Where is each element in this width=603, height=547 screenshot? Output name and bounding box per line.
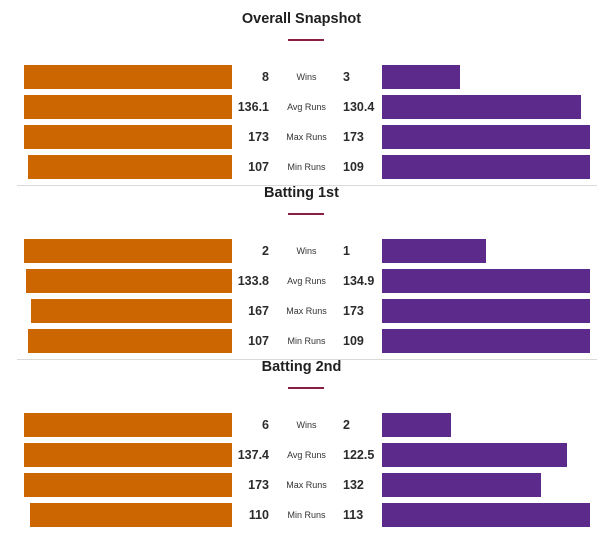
right-bar <box>382 413 452 437</box>
left-value: 107 <box>248 160 269 174</box>
stat-label: Wins <box>296 420 317 430</box>
left-value: 167 <box>248 304 269 318</box>
stat-label: Min Runs <box>287 336 326 346</box>
stat-row-max-runs: 173 Max Runs 132 <box>0 473 603 497</box>
left-value: 136.1 <box>237 100 269 114</box>
right-value: 109 <box>343 160 364 174</box>
left-bar <box>24 95 232 119</box>
right-bar <box>382 503 590 527</box>
right-bar <box>382 155 590 179</box>
stat-label: Wins <box>296 246 317 256</box>
stat-label: Min Runs <box>287 162 326 172</box>
left-value: 6 <box>262 418 269 432</box>
right-value: 1 <box>343 244 350 258</box>
left-bar <box>29 503 232 527</box>
left-value: 173 <box>248 130 269 144</box>
stat-row-avg-runs: 137.4 Avg Runs 122.5 <box>0 443 603 467</box>
right-value: 173 <box>343 130 364 144</box>
left-bar <box>24 473 232 497</box>
right-bar <box>382 95 582 119</box>
right-value: 122.5 <box>343 448 375 462</box>
left-bar <box>24 125 232 149</box>
section-overall-snapshot: Overall Snapshot 8 Wins 3 136.1 Avg Runs 130.4… <box>0 0 603 179</box>
title-underline <box>288 387 324 389</box>
left-value: 8 <box>262 70 269 84</box>
right-bar <box>382 329 590 353</box>
section-title: Batting 1st <box>264 185 339 201</box>
left-bar <box>24 413 232 437</box>
right-value: 134.9 <box>343 274 375 288</box>
stat-row-min-runs: 110 Min Runs 113 <box>0 503 603 527</box>
section-divider <box>17 359 597 360</box>
right-value: 130.4 <box>343 100 375 114</box>
left-bar <box>31 299 232 323</box>
left-bar <box>25 269 232 293</box>
stat-row-wins: 6 Wins 2 <box>0 413 603 437</box>
stat-label: Wins <box>296 72 317 82</box>
left-value: 133.8 <box>237 274 269 288</box>
left-value: 110 <box>248 508 269 522</box>
left-value: 173 <box>248 478 269 492</box>
stat-label: Max Runs <box>286 132 327 142</box>
stat-label: Avg Runs <box>287 276 326 286</box>
title-underline <box>288 39 324 41</box>
left-value: 2 <box>262 244 269 258</box>
stat-row-wins: 2 Wins 1 <box>0 239 603 263</box>
right-bar <box>382 443 568 467</box>
right-value: 3 <box>343 70 350 84</box>
stat-label: Avg Runs <box>287 102 326 112</box>
stat-row-max-runs: 167 Max Runs 173 <box>0 299 603 323</box>
stat-row-min-runs: 107 Min Runs 109 <box>0 155 603 179</box>
left-value: 137.4 <box>237 448 269 462</box>
left-bar <box>24 65 232 89</box>
right-value: 132 <box>343 478 364 492</box>
right-bar <box>382 125 590 149</box>
right-bar <box>382 239 486 263</box>
section-divider <box>17 185 597 186</box>
right-value: 173 <box>343 304 364 318</box>
stat-label: Min Runs <box>287 510 326 520</box>
stat-label: Max Runs <box>286 480 327 490</box>
stat-row-min-runs: 107 Min Runs 109 <box>0 329 603 353</box>
right-value: 2 <box>343 418 350 432</box>
right-bar <box>382 299 590 323</box>
right-bar <box>382 269 590 293</box>
stat-row-max-runs: 173 Max Runs 173 <box>0 125 603 149</box>
stat-label: Max Runs <box>286 306 327 316</box>
left-value: 107 <box>248 334 269 348</box>
title-underline <box>288 213 324 215</box>
section-batting-2nd: Batting 2nd 6 Wins 2 137.4 Avg Runs 122.5 173 Ma… <box>0 348 603 527</box>
stat-row-avg-runs: 136.1 Avg Runs 130.4 <box>0 95 603 119</box>
left-bar <box>27 155 232 179</box>
section-title: Batting 2nd <box>261 359 342 375</box>
stat-row-avg-runs: 133.8 Avg Runs 134.9 <box>0 269 603 293</box>
section-batting-1st: Batting 1st 2 Wins 1 133.8 Avg Runs 134.9 167 Ma… <box>0 174 603 353</box>
stat-row-wins: 8 Wins 3 <box>0 65 603 89</box>
right-value: 113 <box>343 508 364 522</box>
right-bar <box>382 65 460 89</box>
left-bar <box>24 239 232 263</box>
right-value: 109 <box>343 334 364 348</box>
stat-label: Avg Runs <box>287 450 326 460</box>
left-bar <box>24 443 232 467</box>
left-bar <box>27 329 232 353</box>
section-title: Overall Snapshot <box>241 11 362 27</box>
right-bar <box>382 473 541 497</box>
